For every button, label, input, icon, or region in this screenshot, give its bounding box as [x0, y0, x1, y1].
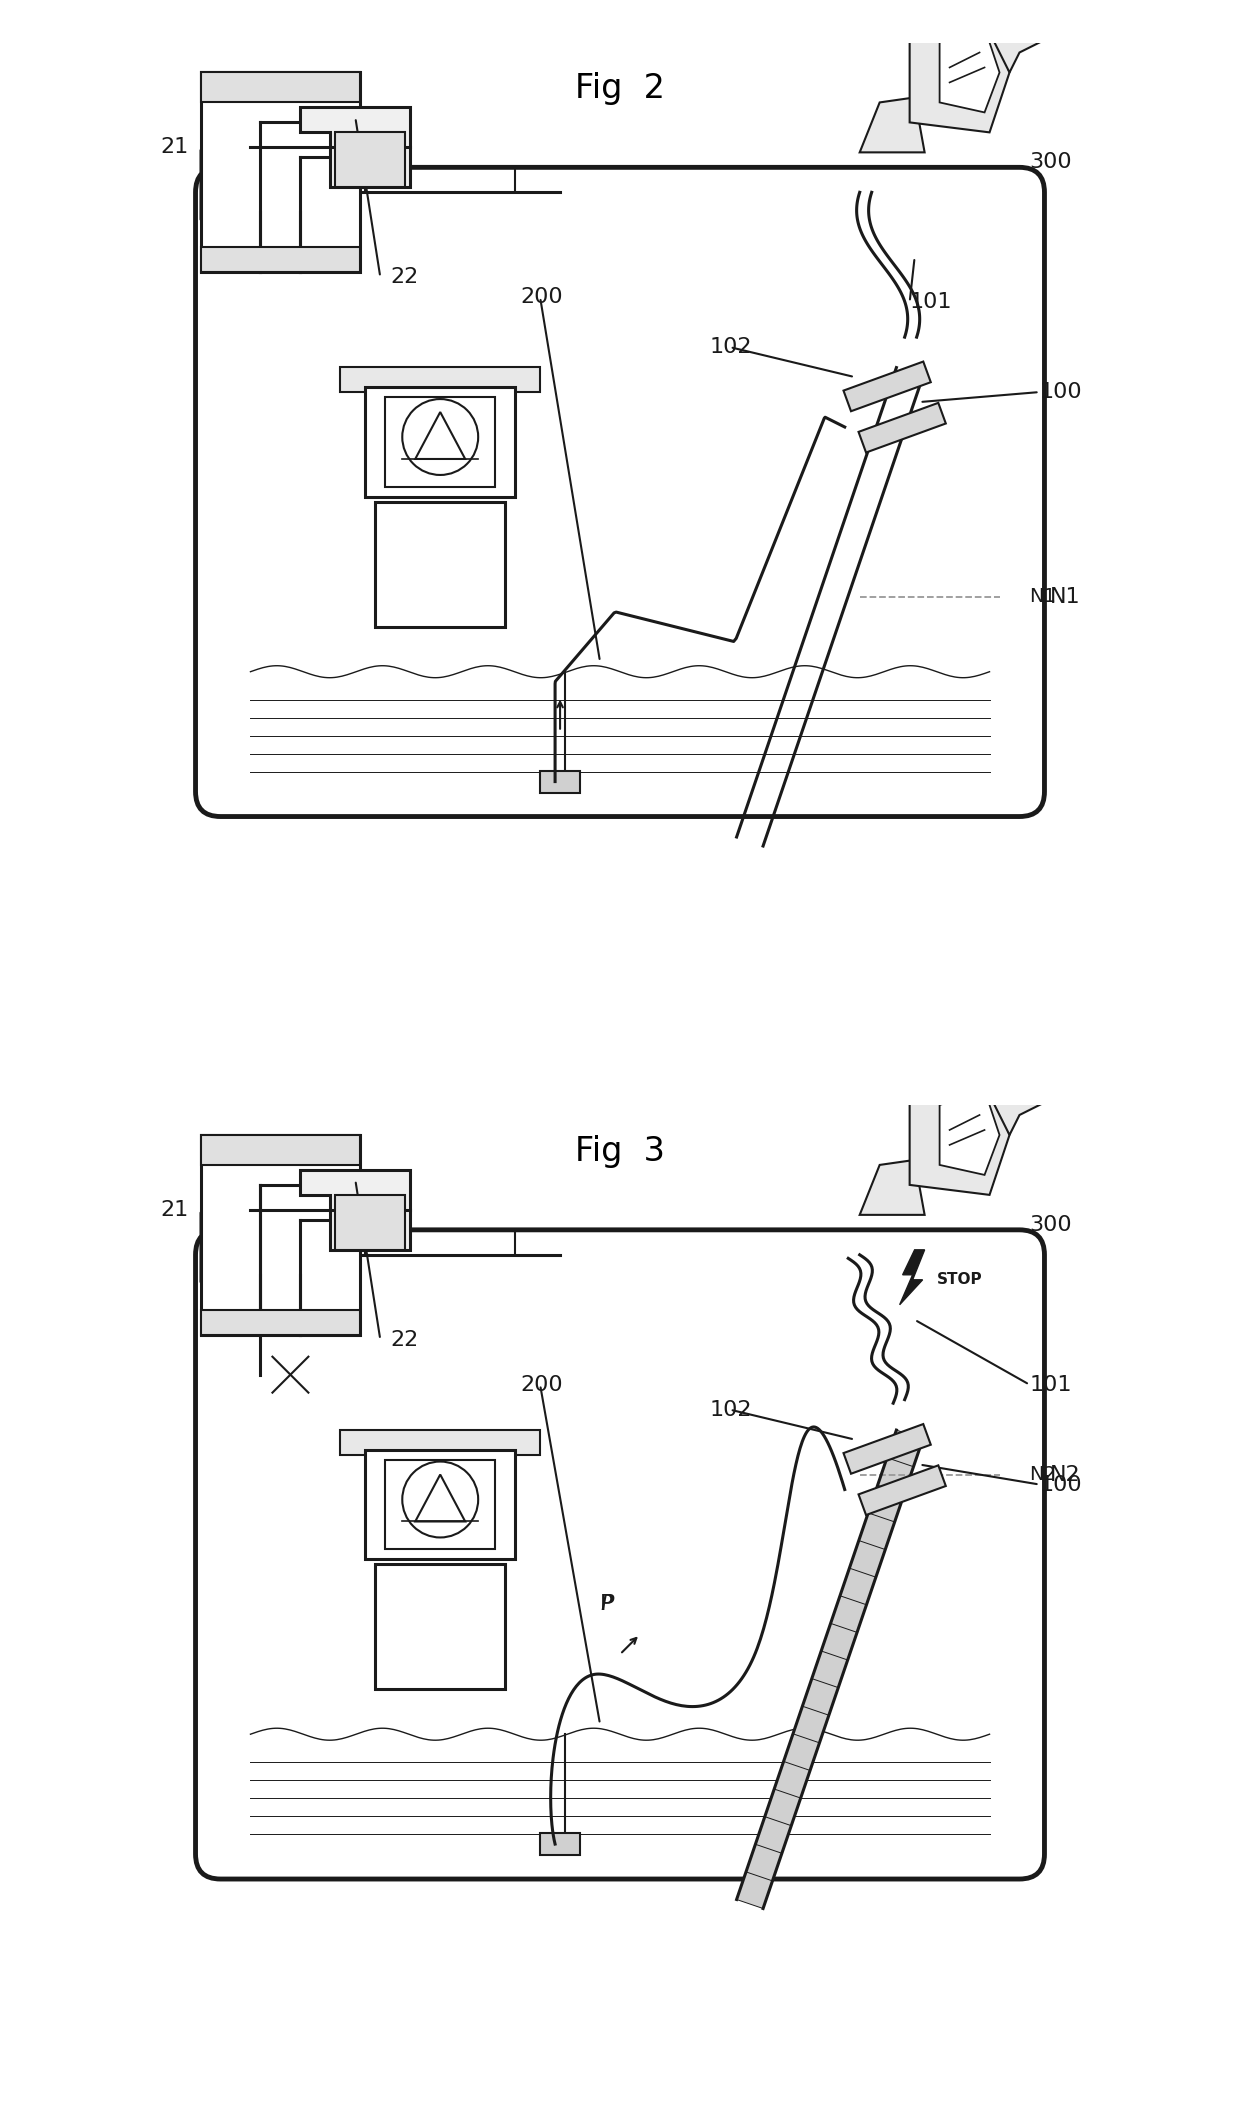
- Polygon shape: [858, 404, 946, 453]
- Polygon shape: [858, 1466, 946, 1515]
- Bar: [541, 771, 580, 793]
- Bar: [335, 1194, 405, 1250]
- Text: 22: 22: [391, 268, 419, 287]
- FancyBboxPatch shape: [196, 168, 1044, 816]
- Bar: [340, 368, 541, 391]
- Text: 102: 102: [709, 1400, 753, 1420]
- Text: 101: 101: [910, 291, 952, 312]
- Polygon shape: [859, 1160, 925, 1215]
- Text: N1: N1: [1029, 586, 1056, 606]
- Bar: [201, 246, 361, 272]
- Circle shape: [402, 400, 479, 476]
- Bar: [201, 1135, 361, 1334]
- Text: 300: 300: [1029, 1216, 1073, 1235]
- Bar: [366, 1449, 515, 1560]
- Polygon shape: [990, 0, 1080, 72]
- Text: 101: 101: [1029, 1375, 1073, 1394]
- Polygon shape: [910, 1075, 1009, 1194]
- Text: 21: 21: [160, 1201, 188, 1220]
- Text: N2: N2: [1029, 1464, 1056, 1483]
- Bar: [541, 1834, 580, 1855]
- Polygon shape: [859, 98, 925, 153]
- Bar: [366, 387, 515, 497]
- Bar: [201, 1309, 361, 1334]
- Polygon shape: [940, 1090, 999, 1175]
- Polygon shape: [910, 13, 1009, 132]
- Polygon shape: [900, 1250, 925, 1305]
- Text: 100: 100: [1039, 382, 1083, 402]
- Bar: [376, 1564, 505, 1689]
- Bar: [201, 1135, 361, 1164]
- Bar: [376, 502, 505, 627]
- Polygon shape: [940, 28, 999, 113]
- Bar: [386, 397, 495, 487]
- Text: N2: N2: [1049, 1464, 1080, 1485]
- Polygon shape: [1029, 0, 1120, 13]
- Polygon shape: [843, 1424, 931, 1475]
- Bar: [386, 1460, 495, 1549]
- Text: 200: 200: [520, 287, 563, 308]
- Text: P: P: [600, 1594, 614, 1615]
- Text: 200: 200: [520, 1375, 563, 1394]
- Polygon shape: [990, 1035, 1080, 1135]
- Bar: [201, 72, 361, 272]
- Text: 300: 300: [1029, 153, 1073, 172]
- Text: 102: 102: [709, 338, 753, 357]
- Polygon shape: [843, 361, 931, 412]
- Bar: [201, 72, 361, 102]
- Polygon shape: [300, 108, 410, 187]
- FancyBboxPatch shape: [196, 1230, 1044, 1878]
- Polygon shape: [1029, 995, 1120, 1075]
- Text: Fig  2: Fig 2: [575, 72, 665, 106]
- Bar: [340, 1430, 541, 1454]
- Polygon shape: [737, 1430, 923, 1908]
- Text: 100: 100: [1039, 1475, 1083, 1494]
- Text: 22: 22: [391, 1330, 419, 1349]
- Polygon shape: [300, 1171, 410, 1249]
- Text: 21: 21: [160, 138, 188, 157]
- Circle shape: [402, 1462, 479, 1538]
- Text: Fig  3: Fig 3: [575, 1135, 665, 1169]
- Text: N1: N1: [1049, 586, 1080, 608]
- Bar: [335, 132, 405, 187]
- Text: P: P: [600, 1594, 614, 1615]
- Text: STOP: STOP: [936, 1273, 982, 1288]
